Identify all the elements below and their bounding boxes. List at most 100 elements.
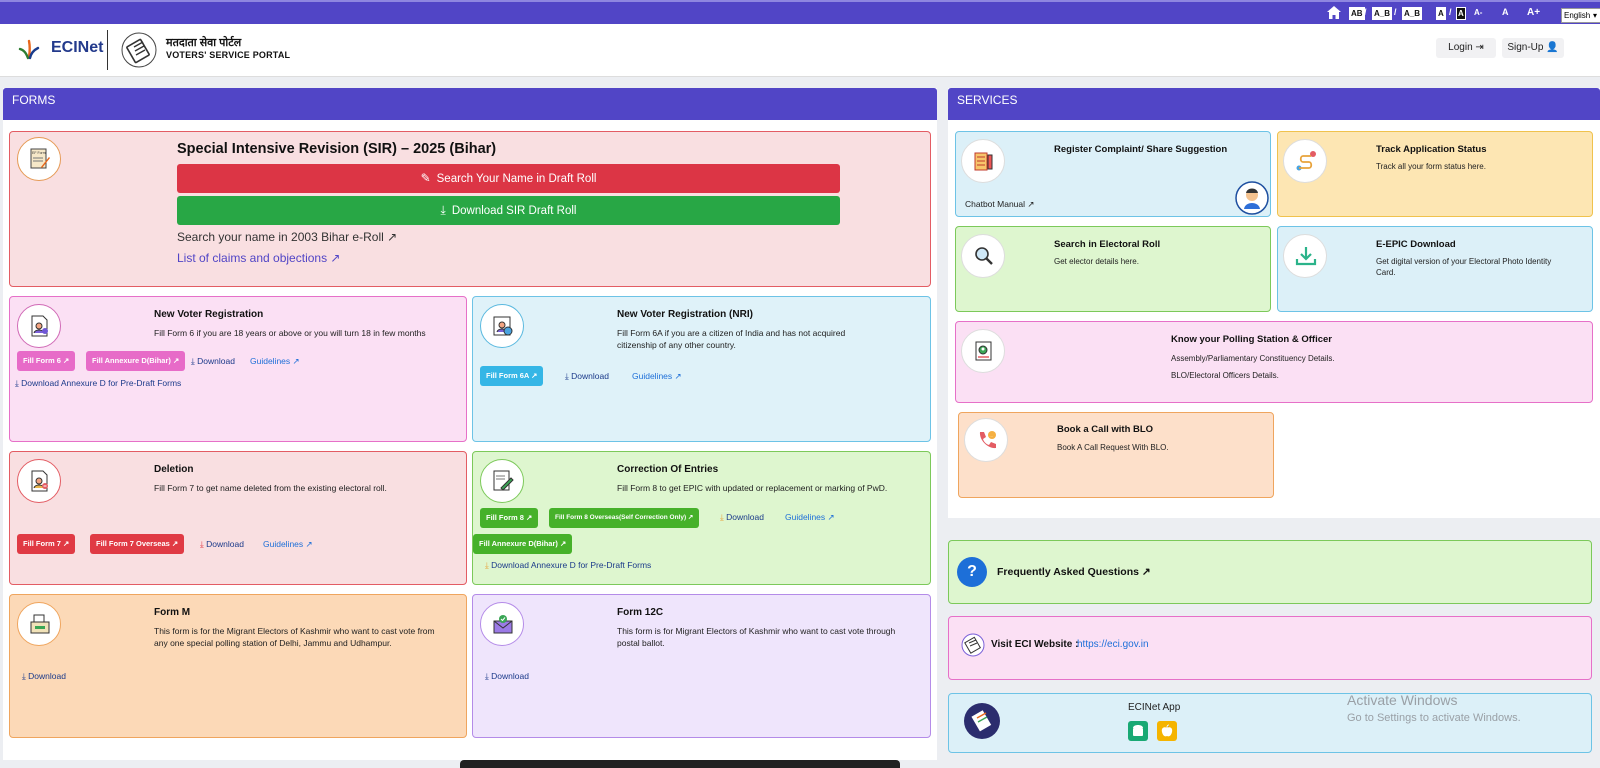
font-decrease-button[interactable]: A- <box>1474 8 1483 17</box>
download-label: Download <box>197 356 235 366</box>
annexure-d-download-link[interactable]: ⤓ Download Annexure D for Pre-Draft Form… <box>15 378 181 389</box>
form7-guidelines-link[interactable]: Guidelines ↗ <box>263 539 313 549</box>
fill-form6-button[interactable]: Fill Form 6 ↗ <box>17 351 76 371</box>
polling-station-icon <box>961 329 1005 373</box>
download-tray-icon <box>1283 234 1327 278</box>
form8-guidelines-link[interactable]: Guidelines ↗ <box>785 512 835 522</box>
font-normal-button[interactable]: A <box>1502 7 1509 17</box>
e-epic-desc: Get digital version of your Electoral Ph… <box>1376 257 1552 277</box>
search-electoral-roll-desc: Get elector details here. <box>1054 257 1139 266</box>
polling-station-card[interactable]: Know your Polling Station & Officer Asse… <box>955 321 1593 403</box>
svg-text:...: ... <box>990 433 993 438</box>
signup-button[interactable]: Sign-Up 👤 <box>1502 38 1564 58</box>
fill-form8-button[interactable]: Fill Form 8 ↗ <box>480 508 539 528</box>
separator: / <box>1449 7 1452 17</box>
fill-form6a-label: Fill Form 6A <box>486 371 530 380</box>
download-sir-draft-roll-button[interactable]: ⤓ Download SIR Draft Roll <box>177 196 840 225</box>
ballot-box-icon <box>17 602 61 646</box>
annexure-download-label: Download Annexure D for Pre-Draft Forms <box>21 378 182 388</box>
download-icon: ⤓ <box>15 378 19 388</box>
book-call-blo-card[interactable]: ... Book a Call with BLO Book A Call Req… <box>958 412 1274 498</box>
contrast-option-4[interactable]: A <box>1436 7 1446 20</box>
signup-label: Sign-Up <box>1507 42 1544 53</box>
ef-form-icon: EF Form <box>17 137 61 181</box>
form8-download-link[interactable]: ⤓ Download <box>720 512 764 523</box>
services-heading: SERVICES <box>948 88 1600 120</box>
android-store-button[interactable] <box>1128 721 1148 741</box>
nri-card: New Voter Registration (NRI) Fill Form 6… <box>472 296 931 442</box>
claims-objections-link[interactable]: List of claims and objections ↗ <box>177 251 340 265</box>
eci-website-link[interactable]: https://eci.gov.in <box>1077 639 1149 650</box>
fill-form6-label: Fill Form 6 <box>23 356 61 365</box>
download-label: Download <box>206 539 244 549</box>
apple-store-button[interactable] <box>1157 721 1177 741</box>
faq-card[interactable]: ? Frequently Asked Questions ↗ <box>948 540 1592 604</box>
form7-download-link[interactable]: ⤓ Download <box>200 539 244 550</box>
login-arrow-icon: ⇥ <box>1475 42 1484 53</box>
new-voter-card: New Voter Registration Fill Form 6 if yo… <box>9 296 467 442</box>
activate-windows-title: Activate Windows <box>1347 692 1458 708</box>
fill-annexure-d-bihar-label: Fill Annexure D(Bihar) <box>479 539 558 548</box>
sir-title: Special Intensive Revision (SIR) – 2025 … <box>177 141 497 157</box>
form-12c-download-link[interactable]: ⤓ Download <box>485 671 529 682</box>
fill-form8-label: Fill Form 8 <box>486 513 524 522</box>
voter-form-icon <box>17 304 61 348</box>
download-icon: ⤓ <box>485 560 489 570</box>
search-draft-roll-button[interactable]: ✎ Search Your Name in Draft Roll <box>177 164 840 193</box>
download-icon: ⤓ <box>22 671 26 681</box>
claims-objections-label: List of claims and objections <box>177 251 328 265</box>
fill-form8-overseas-button[interactable]: Fill Form 8 Overseas(Self Correction Onl… <box>549 508 700 528</box>
track-icon <box>1283 139 1327 183</box>
font-increase-button[interactable]: A+ <box>1527 7 1541 18</box>
sir-card: EF Form Special Intensive Revision (SIR)… <box>9 131 931 287</box>
chatbot-manual-label: Chatbot Manual <box>965 199 1026 209</box>
form6-guidelines-link[interactable]: Guidelines ↗ <box>250 356 300 366</box>
bihar-eroll-2003-link[interactable]: Search your name in 2003 Bihar e-Roll ↗ <box>177 230 397 244</box>
correction-form-icon <box>480 459 524 503</box>
contrast-option-1[interactable]: AB <box>1349 7 1365 20</box>
home-icon[interactable] <box>1327 6 1341 19</box>
user-plus-icon: 👤 <box>1546 42 1559 53</box>
track-application-card[interactable]: Track Application Status Track all your … <box>1277 131 1593 217</box>
chatbot-avatar-icon[interactable] <box>1235 181 1269 215</box>
deletion-card: Deletion Fill Form 7 to get name deleted… <box>9 451 467 585</box>
correction-desc: Fill Form 8 to get EPIC with updated or … <box>617 483 888 493</box>
chatbot-manual-link[interactable]: Chatbot Manual ↗ <box>965 199 1035 209</box>
search-icon <box>961 234 1005 278</box>
form6a-guidelines-link[interactable]: Guidelines ↗ <box>632 371 682 381</box>
correction-annexure-download-link[interactable]: ⤓ Download Annexure D for Pre-Draft Form… <box>485 560 651 571</box>
download-icon: ⤓ <box>440 203 446 217</box>
language-select[interactable]: English ▾ <box>1561 8 1600 23</box>
fill-form7-button[interactable]: Fill Form 7 ↗ <box>17 534 76 554</box>
fill-annexure-d-bihar-button[interactable]: Fill Annexure D(Bihar) ↗ <box>473 534 573 554</box>
fill-annexure-d-button[interactable]: Fill Annexure D(Bihar) ↗ <box>86 351 186 371</box>
fill-form7-overseas-button[interactable]: Fill Form 7 Overseas ↗ <box>90 534 185 554</box>
voters-portal-logo-icon[interactable] <box>121 32 157 68</box>
register-complaint-card[interactable]: Register Complaint/ Share Suggestion Cha… <box>955 131 1271 217</box>
search-electoral-roll-card[interactable]: Search in Electoral Roll Get elector det… <box>955 226 1271 312</box>
contrast-option-5[interactable]: A <box>1456 7 1466 20</box>
ecinet-logo-icon[interactable] <box>16 37 42 63</box>
login-label: Login <box>1448 42 1473 53</box>
form-m-download-link[interactable]: ⤓ Download <box>22 671 66 682</box>
contrast-option-2[interactable]: A_B <box>1372 7 1393 20</box>
fill-annexure-d-label: Fill Annexure D(Bihar) <box>92 356 171 365</box>
site-header: ECINet मतदाता सेवा पोर्टल VOTERS' SERVIC… <box>0 24 1600 77</box>
deletion-form-icon <box>17 459 61 503</box>
e-epic-download-card[interactable]: E-EPIC Download Get digital version of y… <box>1277 226 1593 312</box>
form6-download-link[interactable]: ⤓ Download <box>191 356 235 367</box>
brand-name[interactable]: ECINet <box>51 39 104 56</box>
accessibility-bar: AB / A_B / A_B A / A A- A A+ English ▾ <box>0 0 1600 24</box>
download-icon: ⤓ <box>720 512 724 522</box>
form6a-download-link[interactable]: ⤓ Download <box>565 371 609 382</box>
separator: / <box>1394 7 1397 17</box>
ecinet-app-label: ECINet App <box>1128 702 1181 713</box>
guidelines-label: Guidelines <box>785 512 826 522</box>
polling-station-desc-2: BLO/Electoral Officers Details. <box>1171 371 1279 380</box>
bottom-media-bar <box>460 760 900 768</box>
login-button[interactable]: Login ⇥ <box>1436 38 1496 58</box>
activate-windows-subtitle: Go to Settings to activate Windows. <box>1347 712 1521 724</box>
fill-form6a-button[interactable]: Fill Form 6A ↗ <box>480 366 544 386</box>
apple-icon <box>1161 724 1173 737</box>
contrast-option-3[interactable]: A_B <box>1402 7 1423 20</box>
